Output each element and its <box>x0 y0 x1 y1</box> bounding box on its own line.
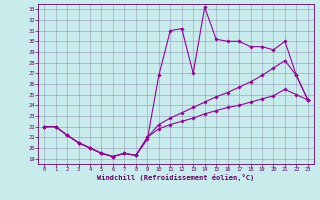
X-axis label: Windchill (Refroidissement éolien,°C): Windchill (Refroidissement éolien,°C) <box>97 174 255 181</box>
